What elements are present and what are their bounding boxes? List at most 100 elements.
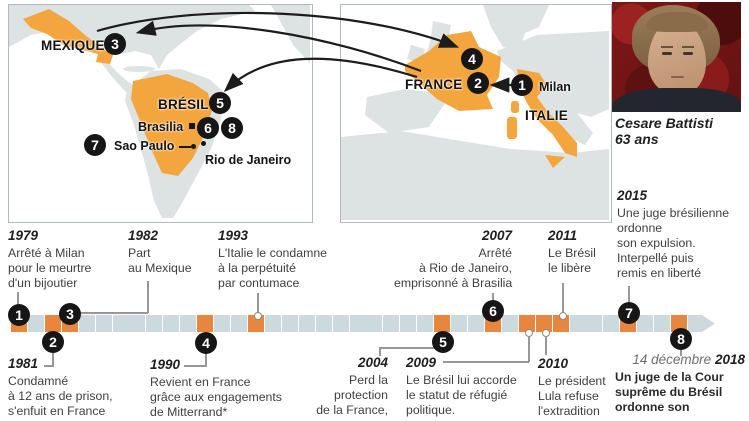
timeline-badge-5: 5 bbox=[432, 331, 454, 353]
timeline-arrowhead bbox=[688, 315, 715, 332]
event-2011: 2011 Le Brésil le libère bbox=[548, 228, 596, 276]
label-bresil: BRÉSIL bbox=[158, 97, 209, 112]
event-2018-year: 14 décembre 2018 bbox=[615, 352, 745, 367]
event-1981: 1981 Condamné à 12 ans de prison, s'enfu… bbox=[8, 356, 113, 419]
event-line: Condamné bbox=[8, 374, 69, 388]
event-line: par contumace bbox=[218, 276, 300, 290]
timeline-square-1985 bbox=[113, 315, 129, 332]
label-mexique: MEXIQUE bbox=[41, 38, 105, 53]
event-2018: 14 décembre 2018 Un juge de la Cour supr… bbox=[615, 352, 745, 415]
event-line: Interpellé puis bbox=[617, 251, 694, 265]
timeline-square-1997 bbox=[316, 315, 332, 332]
sao-paulo-dash bbox=[179, 146, 191, 148]
connector-2010 bbox=[545, 337, 547, 355]
connector-1979 bbox=[17, 292, 19, 305]
event-line: ordonne bbox=[617, 221, 663, 235]
timeline-badge-3: 3 bbox=[59, 303, 81, 325]
event-line: Le Brésil bbox=[548, 246, 596, 260]
connector-2015 bbox=[628, 286, 630, 303]
timeline-square-2016 bbox=[637, 315, 653, 332]
map-badge-mexique: 3 bbox=[104, 33, 126, 55]
event-1982-year: 1982 bbox=[128, 228, 159, 243]
event-line: Le Brésil lui accorde bbox=[406, 373, 517, 387]
event-line: de la France, bbox=[316, 403, 388, 417]
event-line: Perd la bbox=[349, 373, 388, 387]
event-2009: 2009 Le Brésil lui accorde le statut de … bbox=[406, 355, 517, 418]
event-1990-year: 1990 bbox=[150, 357, 181, 372]
event-line: protection bbox=[333, 388, 388, 402]
timeline-square-2014 bbox=[603, 315, 619, 332]
connector-1990-h bbox=[184, 365, 207, 367]
label-sao-paulo: Sao Paulo bbox=[114, 139, 175, 153]
marker-dot-2011 bbox=[559, 312, 567, 320]
timeline-square-1990 bbox=[197, 315, 213, 332]
event-1993-year: 1993 bbox=[218, 228, 249, 243]
event-2010: 2010 Le président Lula refuse l'extradit… bbox=[538, 356, 606, 419]
event-1982: 1982 Part au Mexique bbox=[128, 228, 192, 276]
timeline-square-1986 bbox=[129, 315, 145, 332]
connector-1982-v bbox=[147, 281, 149, 313]
map-panel-europe: FRANCE ITALIE Milan bbox=[340, 4, 612, 223]
map-badge-brasilia-8: 8 bbox=[221, 117, 243, 139]
timeline-square-1994 bbox=[265, 315, 281, 332]
timeline-square-1981 bbox=[45, 315, 61, 332]
right-eye bbox=[683, 52, 693, 55]
event-2007: 2007 Arrêté à Rio de Janeiro, emprisonné… bbox=[394, 228, 512, 291]
left-eye bbox=[662, 52, 672, 55]
event-line: à la perpétuité bbox=[218, 261, 296, 275]
left-brow bbox=[661, 46, 673, 48]
event-2018-date-prefix: 14 décembre bbox=[632, 352, 715, 367]
event-line: ordonne son bbox=[615, 400, 690, 414]
timeline-square-2012 bbox=[570, 315, 586, 332]
event-2004-year: 2004 bbox=[357, 355, 388, 370]
timeline-square-2013 bbox=[586, 315, 602, 332]
timeline-square-1984 bbox=[96, 315, 112, 332]
timeline-badge-7: 7 bbox=[618, 302, 640, 324]
map-badge-france-4: 4 bbox=[461, 48, 483, 70]
marker-dot-2009 bbox=[525, 329, 533, 337]
timeline-square-1996 bbox=[299, 315, 315, 332]
event-2009-year: 2009 bbox=[406, 355, 437, 370]
event-line: le statut de réfugié bbox=[406, 388, 508, 402]
event-line: de Mitterrand* bbox=[150, 405, 228, 419]
map-badge-milan-1: 1 bbox=[511, 74, 533, 96]
label-milan: Milan bbox=[539, 80, 571, 94]
sao-paulo-dot bbox=[191, 144, 196, 149]
timeline-square-2017 bbox=[654, 315, 670, 332]
timeline-square-2010 bbox=[536, 315, 552, 332]
mouth bbox=[671, 76, 684, 78]
timeline-square-1980 bbox=[28, 315, 44, 332]
event-line: emprisonné à Brasilia bbox=[394, 276, 513, 290]
event-1981-year: 1981 bbox=[8, 356, 39, 371]
event-2015: 2015 Une juge brésilienne ordonne son ex… bbox=[617, 188, 729, 281]
timeline-badge-2: 2 bbox=[42, 331, 64, 353]
event-2015-year: 2015 bbox=[617, 188, 648, 203]
connector-1981-v bbox=[52, 352, 54, 366]
map-badge-france-2: 2 bbox=[467, 72, 489, 94]
timeline-square-2003 bbox=[417, 315, 433, 332]
label-rio-de-janeiro: Rio de Janeiro bbox=[205, 153, 292, 167]
portrait-caption: Cesare Battisti 63 ans bbox=[615, 115, 713, 147]
timeline-square-1999 bbox=[350, 315, 366, 332]
label-france: FRANCE bbox=[405, 77, 463, 92]
timeline-badge-6: 6 bbox=[482, 300, 504, 322]
event-1990: 1990 Revient en France grâce aux engagem… bbox=[150, 357, 282, 420]
right-brow bbox=[682, 46, 694, 48]
event-line: Une juge brésilienne bbox=[617, 206, 730, 220]
connector-1990-v bbox=[205, 353, 207, 366]
event-line: le libère bbox=[548, 261, 592, 275]
label-brasilia: Brasilia bbox=[138, 120, 184, 134]
event-1993: 1993 L'Italie le condamne à la perpétuit… bbox=[218, 228, 327, 291]
timeline-square-1995 bbox=[282, 315, 298, 332]
event-line: Arrêté bbox=[478, 246, 513, 260]
event-line: remis en liberté bbox=[617, 266, 702, 280]
event-line: Revient en France bbox=[150, 375, 251, 389]
connector-2004-v1 bbox=[379, 347, 381, 356]
connector-2007 bbox=[492, 293, 494, 301]
timeline-square-2001 bbox=[383, 315, 399, 332]
event-line: politique. bbox=[406, 403, 456, 417]
map-panel-americas: MEXIQUE BRÉSIL Brasilia Sao Paulo Rio de… bbox=[8, 4, 313, 223]
connector-1981-h bbox=[44, 365, 54, 367]
event-line: grâce aux engagements bbox=[150, 390, 282, 404]
timeline-square-1988 bbox=[163, 315, 179, 332]
